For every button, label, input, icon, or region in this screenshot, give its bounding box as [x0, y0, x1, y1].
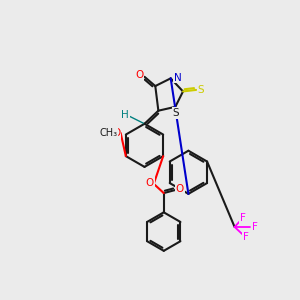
Text: H: H	[122, 110, 129, 119]
Text: F: F	[243, 232, 249, 242]
Text: O: O	[176, 184, 184, 194]
Text: N: N	[174, 73, 182, 82]
Text: O: O	[135, 70, 143, 80]
Text: S: S	[173, 108, 179, 118]
Text: CH₃: CH₃	[99, 128, 117, 138]
Text: O: O	[146, 178, 154, 188]
Text: O: O	[112, 128, 120, 138]
Text: F: F	[252, 222, 258, 232]
Text: F: F	[240, 214, 246, 224]
Text: S: S	[197, 85, 204, 95]
